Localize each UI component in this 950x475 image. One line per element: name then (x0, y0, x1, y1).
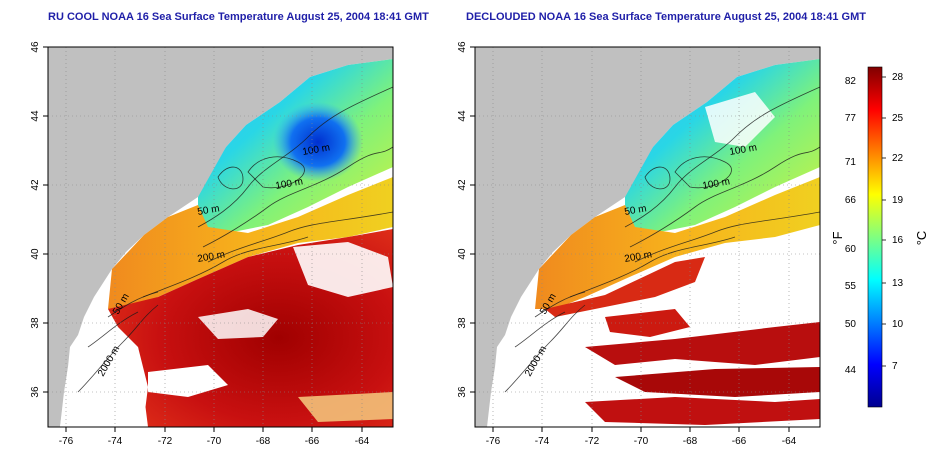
celsius-tick-label: 19 (892, 195, 904, 206)
isobath-contour (504, 304, 586, 393)
longitude-tick-label: -70 (207, 436, 222, 447)
longitude-tick-label: -66 (732, 436, 747, 447)
isobath-contour (674, 156, 732, 189)
latitude-tick-label: 42 (30, 179, 41, 191)
isobath-contour (247, 156, 305, 189)
longitude-tick-label: -64 (355, 436, 370, 447)
longitude-tick-label: -74 (535, 436, 550, 447)
contour-label: 200 m (197, 249, 226, 265)
longitude-tick-label: -72 (158, 436, 173, 447)
longitude-tick-label: -70 (634, 436, 649, 447)
latitude-tick-label: 46 (457, 41, 468, 53)
longitude-tick-label: -74 (108, 436, 123, 447)
fahrenheit-tick-label: 66 (845, 195, 857, 206)
isobath-contour (197, 86, 394, 228)
latitude-tick-label: 38 (30, 317, 41, 329)
latitude-tick-label: 46 (30, 41, 41, 53)
celsius-tick-label: 13 (892, 278, 904, 289)
right-map-title: DECLOUDED NOAA 16 Sea Surface Temperatur… (466, 11, 866, 23)
latitude-tick-label: 44 (457, 110, 468, 122)
isobath-contour (217, 166, 244, 190)
longitude-tick-label: -68 (256, 436, 271, 447)
isobath-contour (207, 211, 394, 263)
latitude-tick-label: 38 (457, 317, 468, 329)
contour-label: 200 m (624, 249, 653, 265)
celsius-tick-label: 22 (892, 153, 904, 164)
fahrenheit-tick-label: 55 (845, 281, 857, 292)
latitude-tick-label: 40 (30, 248, 41, 260)
longitude-tick-label: -64 (782, 436, 797, 447)
isobath-contour (644, 166, 671, 190)
isobath-contour (624, 86, 821, 228)
isobath-contour (87, 311, 139, 348)
contour-label: 100 m (729, 142, 758, 158)
left-map-title: RU COOL NOAA 16 Sea Surface Temperature … (48, 11, 429, 23)
longitude-tick-label: -68 (683, 436, 698, 447)
isobath-contour (514, 311, 566, 348)
fahrenheit-tick-label: 77 (845, 113, 857, 124)
isobath-contour (569, 236, 736, 298)
isobath-contour (202, 146, 394, 248)
fahrenheit-tick-label: 71 (845, 157, 857, 168)
fahrenheit-tick-label: 60 (845, 244, 857, 255)
latitude-tick-label: 42 (457, 179, 468, 191)
isobath-contour (142, 236, 309, 298)
contour-label: 100 m (702, 176, 731, 192)
celsius-tick-label: 28 (892, 72, 904, 83)
longitude-tick-label: -72 (585, 436, 600, 447)
longitude-tick-label: -76 (59, 436, 74, 447)
celsius-tick-label: 16 (892, 235, 904, 246)
contour-label: 100 m (275, 176, 304, 192)
celsius-axis-label: °C (914, 231, 929, 246)
contour-label: 50 m (624, 203, 648, 218)
latitude-tick-label: 40 (457, 248, 468, 260)
fahrenheit-tick-label: 50 (845, 319, 857, 330)
fahrenheit-axis-label: °F (830, 231, 845, 244)
contour-label: 100 m (302, 142, 331, 158)
celsius-tick-label: 10 (892, 319, 904, 330)
latitude-tick-label: 44 (30, 110, 41, 122)
celsius-tick-label: 7 (892, 361, 898, 372)
temperature-colorbar: 82 77 71 66 60 55 50 44 28 25 22 19 16 13 10 7 °F °C (830, 66, 929, 408)
isobath-contour (629, 146, 821, 248)
isobath-contour (534, 291, 586, 318)
latitude-tick-label: 36 (30, 386, 41, 398)
latitude-tick-label: 36 (457, 386, 468, 398)
longitude-tick-label: -66 (305, 436, 320, 447)
contour-label: 50 m (197, 203, 221, 218)
isobath-contour (107, 291, 159, 318)
isobath-contour (634, 211, 821, 263)
longitude-tick-label: -76 (486, 436, 501, 447)
celsius-tick-label: 25 (892, 113, 904, 124)
isobath-contour (77, 304, 159, 393)
fahrenheit-tick-label: 82 (845, 76, 857, 87)
fahrenheit-tick-label: 44 (845, 365, 857, 376)
